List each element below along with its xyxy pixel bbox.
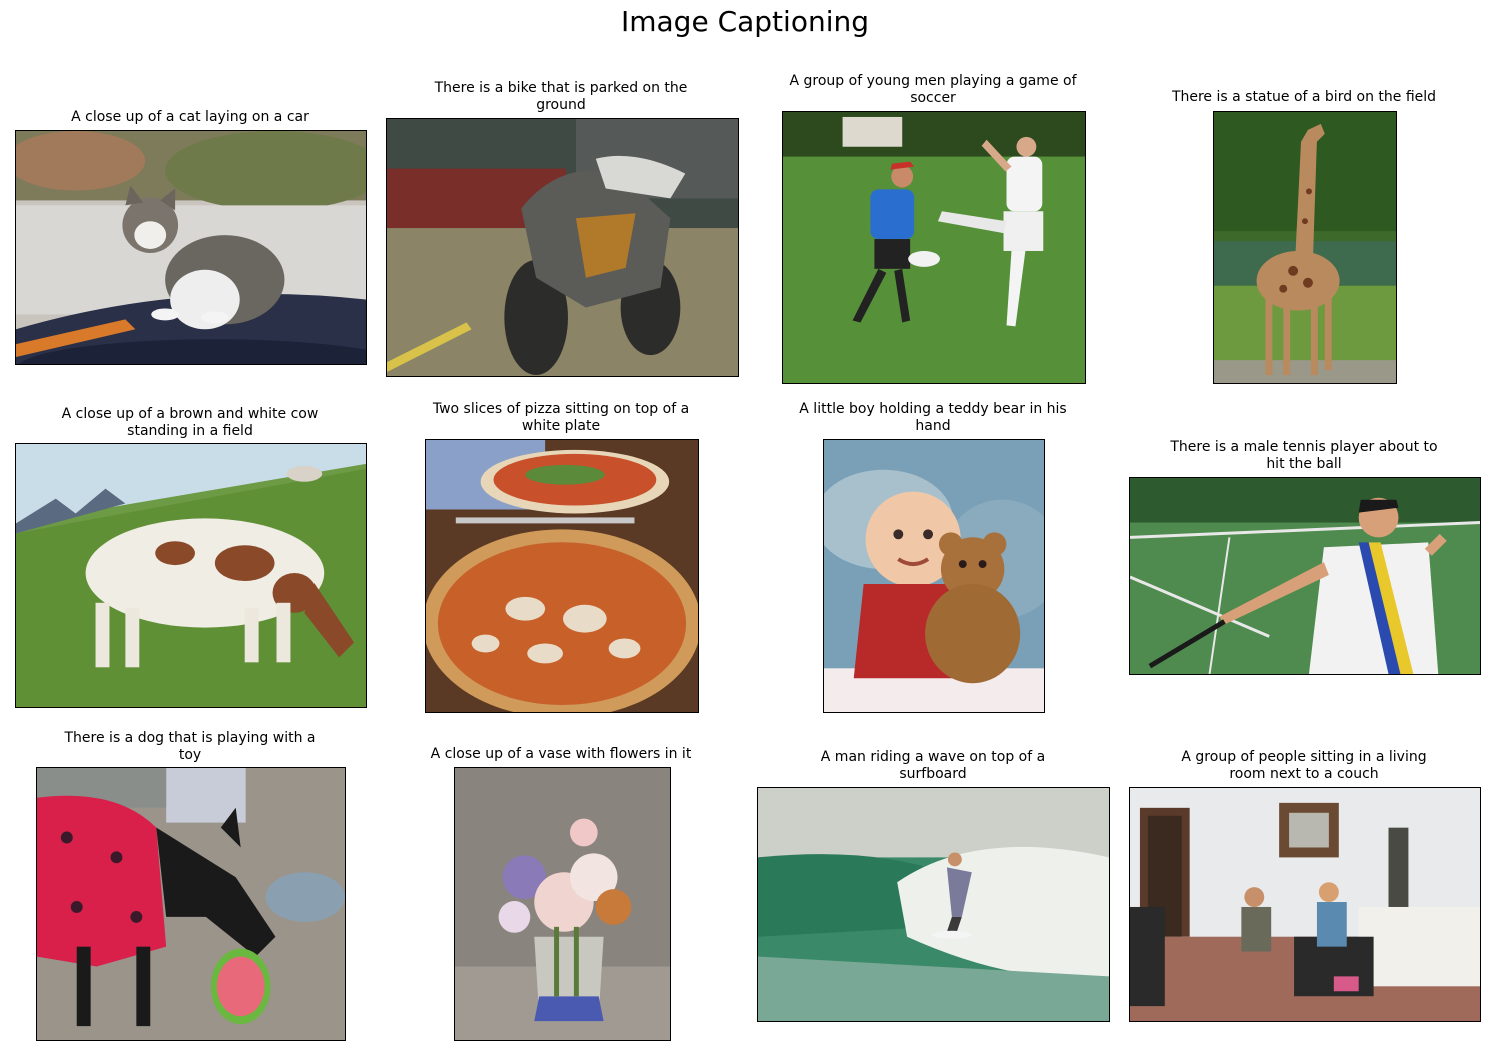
caption-7: A little boy holding a teddy bear in his… xyxy=(799,401,1067,434)
caption-8: There is a male tennis player about to h… xyxy=(1170,439,1438,472)
image-dog-frisbee xyxy=(36,767,346,1041)
caption-11: A man riding a wave on top of a surfboar… xyxy=(820,749,1046,782)
image-surfer xyxy=(757,787,1110,1022)
image-tennis xyxy=(1129,477,1481,675)
caption-10: A close up of a vase with flowers in it xyxy=(430,746,692,762)
caption-5: A close up of a brown and white cow stan… xyxy=(61,406,319,439)
caption-9: There is a dog that is playing with a to… xyxy=(64,730,316,763)
image-cat xyxy=(15,130,367,365)
image-cow xyxy=(15,443,367,708)
caption-1: A close up of a cat laying on a car xyxy=(71,109,309,125)
caption-2: There is a bike that is parked on the gr… xyxy=(434,80,688,113)
image-baby-teddy xyxy=(823,439,1045,713)
image-giraffe xyxy=(1213,111,1397,384)
image-frisbee-players xyxy=(782,111,1086,384)
image-flower-vase xyxy=(454,767,671,1041)
caption-12: A group of people sitting in a living ro… xyxy=(1181,749,1427,782)
figure-title: Image Captioning xyxy=(620,5,869,38)
caption-4: There is a statue of a bird on the field xyxy=(1171,89,1437,105)
image-pizza xyxy=(425,439,699,713)
caption-6: Two slices of pizza sitting on top of a … xyxy=(432,401,690,434)
image-motorcycle xyxy=(386,118,739,377)
caption-3: A group of young men playing a game of s… xyxy=(789,73,1077,106)
image-living-room xyxy=(1129,787,1481,1022)
